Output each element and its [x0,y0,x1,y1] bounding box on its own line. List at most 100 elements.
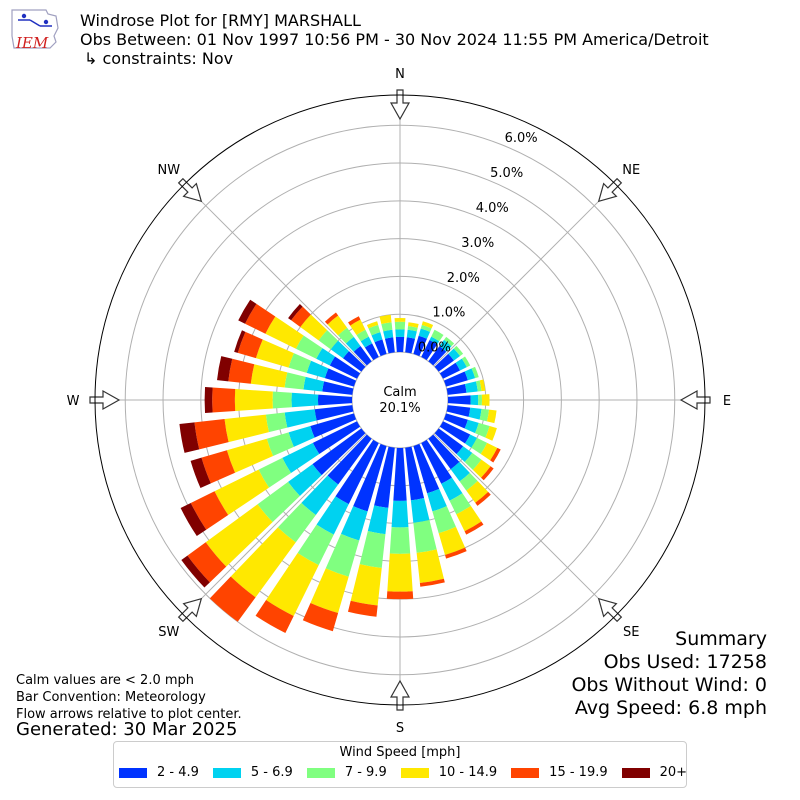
legend-label: 15 - 19.9 [549,765,608,780]
windrose-bar-segment [413,443,440,494]
legend: Wind Speed [mph] 2 - 4.9 5 - 6.9 7 - 9.9 10… [113,741,687,788]
windrose-bar-segment [389,527,411,554]
windrose-bar-segment [322,381,354,395]
windrose-bar-segment [366,321,379,329]
windrose-bar-segment [374,339,387,357]
plot-outer-ring [94,94,706,706]
radial-tick-label: 5.0% [490,166,523,181]
windrose-bar-segment [470,394,479,406]
windrose-bar-segment [317,394,353,406]
windrose-bar-segment [479,408,490,422]
windrose-bar-segment [360,336,373,348]
windrose-bar-segment [209,576,256,622]
compass-arrow [389,679,411,711]
windrose-bar-segment [265,412,288,433]
radial-tick-label: 4.0% [476,201,509,216]
note-calm: Calm values are < 2.0 mph [16,673,195,688]
compass-label-ne: NE [622,163,640,178]
windrose-bar-segment [471,366,479,379]
windrose-bar-segment [316,496,349,535]
windrose-bar-segment [387,553,413,592]
windrose-bar-segment [475,491,491,506]
windrose-bar-segment [406,329,417,339]
windrose-bar-segment [419,578,445,587]
windrose-bar-segment [421,439,452,484]
windrose-bar-segment [234,330,246,353]
summary-box: Summary Obs Used: 17258 Obs Without Wind… [571,628,767,720]
windrose-bar-segment [338,327,354,344]
windrose-bar-segment [464,368,476,381]
windrose-bar-segment [265,316,304,349]
windrose-bar-segment [394,317,406,322]
windrose-bar-segment [393,447,407,501]
legend-swatch [621,767,650,778]
windrose-bar-segment [408,322,419,328]
windrose-bar-segment [464,381,478,393]
compass-label-sw: SW [158,625,179,640]
windrose-bar-segment [485,426,497,441]
windrose-bar-segment [407,325,418,332]
windrose-bar-segment [228,358,255,384]
windrose-bar-segment [466,481,489,503]
calm-label: Calm [383,385,416,400]
windrose-bar-segment [446,405,471,417]
windrose-bar-segment [446,384,467,395]
windrose-bar-segment [353,346,372,366]
legend-item: 5 - 6.9 [212,765,293,780]
compass-arrow [177,177,203,203]
compass-label-nw: NW [157,163,180,178]
windrose-bar-segment [447,395,471,405]
windrose-bar-segment [342,351,366,372]
windrose-bar-segment [205,504,273,567]
windrose-bar-segment [465,434,477,448]
windrose-bar-segment [204,387,213,413]
windrose-bar-segment [464,419,479,434]
windrose-bar-segment [431,329,444,342]
compass-label-se: SE [623,625,639,640]
compass-arrow [177,597,203,623]
windrose-bar-segment [459,472,478,491]
windrose-bar-segment [428,346,447,366]
windrose-bar-segment [230,527,296,598]
radial-tick-label: 3.0% [461,236,494,251]
windrose-bar-segment [449,493,471,515]
windrose-bar-segment [266,432,294,456]
legend-item: 2 - 4.9 [119,765,199,780]
plot-notes: Calm values are < 2.0 mph Bar Convention… [16,672,242,723]
windrose-bar-segment [324,368,357,387]
windrose-bar-segment [395,329,405,338]
windrose-bar-segment [258,457,292,488]
windrose-bar-segment [450,461,470,482]
legend-item: 10 - 14.9 [400,765,497,780]
windrose-bar-segment [383,329,394,339]
radial-grid-ring [351,351,449,449]
windrose-bar-segment [306,360,329,379]
summary-avg-speed: Avg Speed: 6.8 mph [574,697,767,719]
windrose-bar-segment [432,506,456,534]
windrose-bar-segment [288,353,312,373]
windrose-bar-segment [490,447,501,463]
windrose-bar-segment [180,502,207,537]
windrose-bar-segment [302,602,339,632]
windrose-bar-segment [272,391,292,409]
windrose-bar-segment [468,407,482,420]
summary-obs-without-wind: Obs Without Wind: 0 [571,674,767,696]
windrose-bar-segment [439,362,461,379]
windrose-bar-segment [359,531,386,568]
windrose-bar-segment [464,521,484,535]
chart-header: Windrose Plot for [RMY] MARSHALL Obs Bet… [80,11,709,68]
windrose-bar-segment [291,392,319,408]
windrose-bar-segment [429,336,440,345]
windrose-bar-segment [266,552,319,617]
windrose-bar-segment [284,409,317,428]
windrose-bar-segment [255,339,294,368]
windrose-bar-segment [456,446,473,462]
windrose-bar-segment [421,321,434,329]
windrose-bar-segment [478,394,483,406]
windrose-bar-segment [353,443,387,512]
compass-arrow [597,597,623,623]
windrose-bar-segment [226,438,274,473]
windrose-bar-segment [297,524,334,566]
windrose-bar-segment [347,600,378,617]
